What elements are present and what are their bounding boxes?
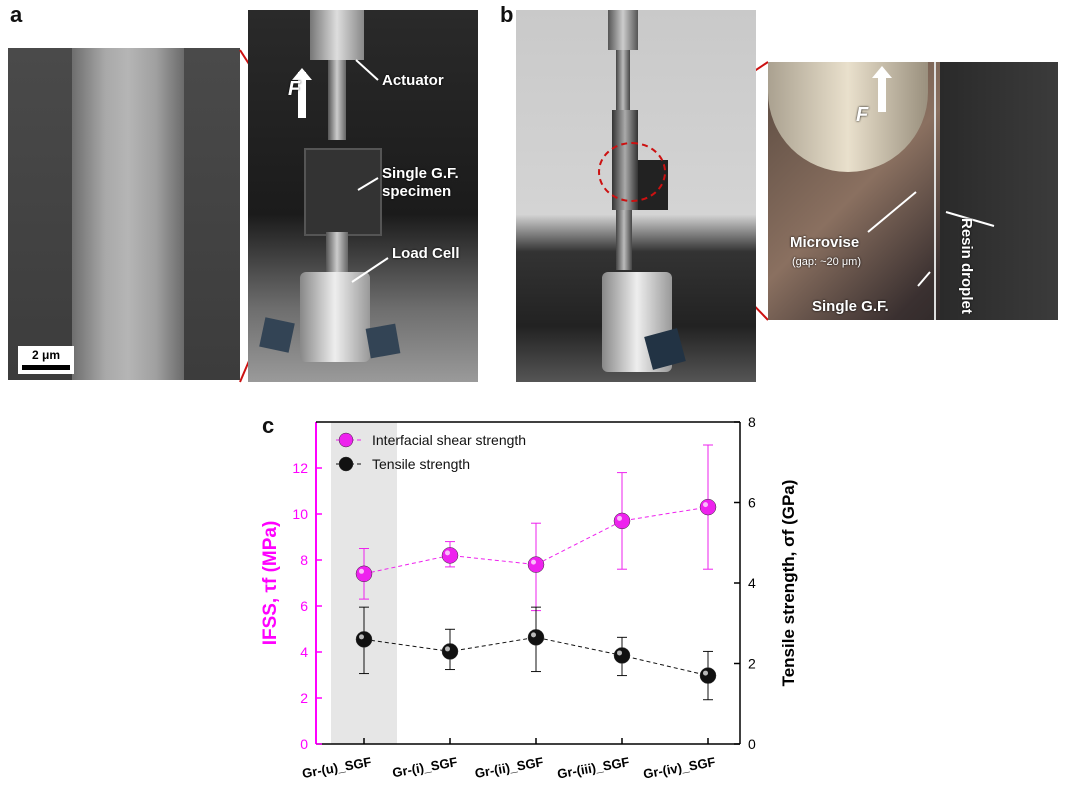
right-tick-label: 4: [748, 575, 756, 591]
force-label-a: F: [288, 78, 301, 100]
single-gf-label: Single G.F.: [812, 298, 889, 315]
data-point-highlight: [703, 502, 708, 508]
left-tick-label: 10: [292, 506, 308, 522]
left-tick-label: 8: [300, 552, 308, 568]
data-point-highlight: [617, 515, 622, 521]
microvise-rig-photo: [516, 10, 756, 382]
load-cell-label: Load Cell: [392, 245, 460, 262]
panel-letter-a: a: [10, 2, 23, 27]
gap-label: (gap: ~20 μm): [792, 256, 862, 268]
y-right-title: Tensile strength, σf (GPa): [779, 480, 798, 687]
chart-svg: 0 2 4 6 8 10 12 0 2 4 6 8 Gr-(u)_SGF Gr-(i)_SGF Gr-(ii…: [260, 414, 798, 782]
y-left-title: IFSS, τf (MPa): [260, 521, 281, 646]
x-tick-label: Gr-(ii)_SGF: [474, 754, 545, 781]
microvise-zoom-photo: [768, 62, 1058, 320]
series-line-0: [363, 506, 709, 575]
tensile-rig-photo: [248, 10, 478, 382]
data-point: [699, 498, 717, 516]
legend-marker: [338, 432, 354, 448]
data-point-highlight: [445, 646, 450, 652]
series-line-1: [363, 636, 709, 677]
x-tick-label: Gr-(iv)_SGF: [642, 754, 717, 781]
x-tick-label: Gr-(iii)_SGF: [556, 754, 631, 781]
sem-fiber-image: 2 μm: [8, 48, 240, 380]
data-point: [441, 547, 459, 564]
data-point-highlight: [445, 550, 450, 556]
data-point: [355, 565, 373, 583]
panel-letter-c: c: [262, 413, 275, 438]
right-tick-label: 8: [748, 414, 756, 430]
legend-marker: [338, 456, 354, 472]
data-point: [613, 647, 631, 664]
legend-label: Tensile strength: [372, 456, 470, 472]
x-tick-label: Gr-(i)_SGF: [391, 754, 458, 780]
data-point: [527, 629, 545, 646]
left-tick-label: 2: [300, 690, 308, 706]
data-point: [527, 556, 545, 573]
data-point-highlight: [703, 670, 708, 676]
data-point: [613, 512, 631, 530]
microvise-label: Microvise: [790, 234, 860, 251]
scale-bar: 2 μm: [18, 346, 74, 374]
data-point-highlight: [617, 650, 622, 656]
data-point-highlight: [359, 568, 364, 574]
data-point-highlight: [531, 632, 536, 638]
force-label-b: F: [856, 104, 869, 126]
right-tick-label: 0: [748, 736, 756, 752]
specimen-label: Single G.F. specimen: [382, 165, 459, 200]
x-tick-label: Gr-(u)_SGF: [301, 754, 373, 781]
left-tick-label: 4: [300, 644, 308, 660]
data-point-highlight: [359, 634, 364, 640]
left-tick-label: 6: [300, 598, 308, 614]
left-tick-label: 12: [292, 460, 308, 476]
data-point: [441, 643, 459, 660]
panel-letter-b: b: [500, 2, 514, 27]
strength-chart: 0 2 4 6 8 10 12 0 2 4 6 8 Gr-(u)_SGF Gr-(i)_SGF Gr-(ii…: [250, 412, 810, 788]
legend-label: Interfacial shear strength: [372, 432, 526, 448]
actuator-label: Actuator: [382, 72, 444, 89]
data-point: [355, 631, 373, 648]
zoom-circle: [598, 142, 666, 202]
resin-droplet-label: Resin droplet: [958, 218, 975, 314]
data-point-highlight: [531, 559, 536, 565]
data-point: [699, 667, 717, 684]
left-tick-label: 0: [300, 736, 308, 752]
right-tick-label: 2: [748, 656, 756, 672]
right-tick-label: 6: [748, 495, 756, 511]
